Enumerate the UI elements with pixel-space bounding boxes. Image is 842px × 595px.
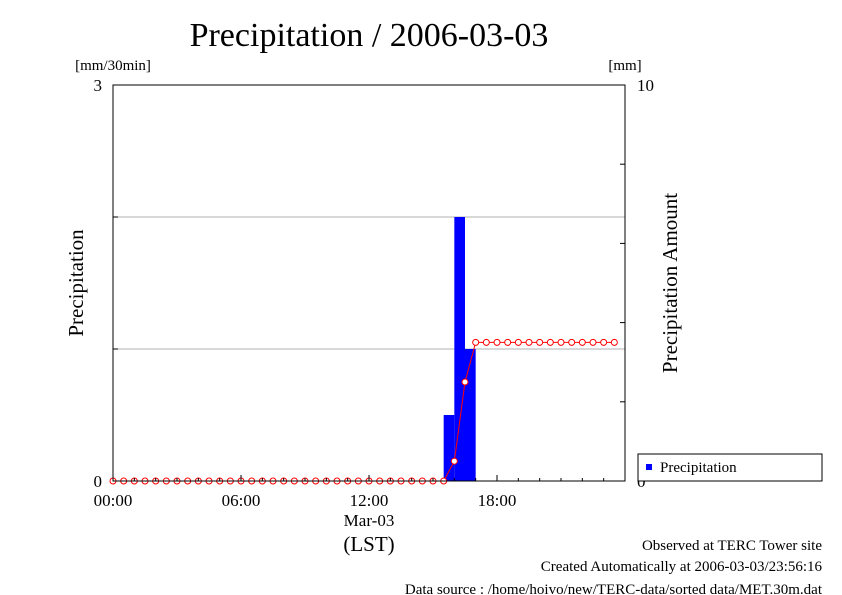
cumulative-point [610,338,618,346]
cumulative-line [113,341,615,482]
cumulative-point [482,338,490,346]
right-axis-unit: [mm] [608,58,641,74]
y-tick-label-max: 3 [94,76,103,95]
observed-note: Observed at TERC Tower site [642,538,822,554]
legend-label-precipitation: Precipitation [660,460,737,476]
cumulative-point [600,338,608,346]
precipitation-bar [465,349,476,481]
chart-title: Precipitation / 2006-03-03 [190,17,549,54]
cumulative-point [557,338,565,346]
cumulative-point [450,457,458,465]
y2-axis-title: Precipitation Amount [658,193,682,373]
precipitation-bar [443,415,455,481]
cumulative-point [525,338,533,346]
cumulative-point [546,338,554,346]
x-date-label: Mar-03 [344,511,395,530]
left-axis-unit: [mm/30min] [75,58,151,74]
x-axis-ticks [112,475,626,481]
cumulative-point [493,338,501,346]
x-tick-label-0600: 06:00 [222,491,261,510]
cumulative-point [568,338,576,346]
x-tick-label-1800: 18:00 [478,491,517,510]
cumulative-point [461,378,469,386]
y-axis-title: Precipitation [64,229,88,337]
precipitation-bar [454,217,465,481]
created-note: Created Automatically at 2006-03-03/23:5… [541,559,823,575]
y2-tick-label-max: 10 [637,76,654,95]
cumulative-point [578,338,586,346]
y-tick-label-min: 0 [94,472,103,491]
precipitation-bars [443,217,476,481]
legend-swatch-precipitation [646,464,652,470]
x-tick-label-0000: 00:00 [94,491,133,510]
cumulative-point [472,338,480,346]
x-zone-label: (LST) [343,532,394,556]
plot-frame [112,84,626,482]
cumulative-point [514,338,522,346]
x-tick-label-1200: 12:00 [350,491,389,510]
precipitation-amount-series [109,338,618,485]
cumulative-point [504,338,512,346]
legend-box [637,453,823,482]
cumulative-point [589,338,597,346]
legend: Precipitation [637,453,823,482]
data-source-note: Data source : /home/hoivo/new/TERC-data/… [405,582,823,595]
gridlines [113,216,625,350]
left-axis-ticks [113,84,118,482]
right-axis-ticks [620,84,625,482]
cumulative-point [536,338,544,346]
